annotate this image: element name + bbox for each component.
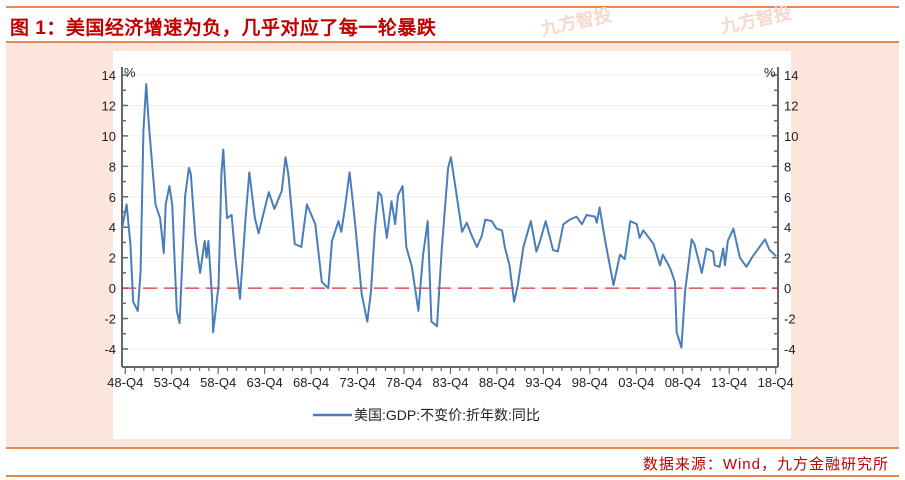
y-tick-label-right: -2 (784, 312, 796, 327)
chart-panel (113, 51, 791, 439)
y-tick-label-right: 12 (784, 98, 798, 113)
y-tick-label-left: 12 (102, 98, 116, 113)
y-tick-label-left: 4 (109, 220, 116, 235)
y-axis-unit-left: % (124, 65, 136, 80)
x-tick-label: 03-Q4 (618, 375, 654, 390)
y-tick-label-right: 0 (784, 281, 791, 296)
x-tick-label: 08-Q4 (665, 375, 701, 390)
header-bottom-rule (6, 41, 899, 43)
x-tick-label: 93-Q4 (525, 375, 561, 390)
data-source: 数据来源：Wind，九方金融研究所 (642, 456, 889, 473)
figure-title: 图 1：美国经济增速为负，几乎对应了每一轮暴跌 (10, 18, 437, 39)
x-tick-label: 18-Q4 (758, 375, 794, 390)
y-tick-label-left: 10 (102, 129, 116, 144)
y-tick-label-right: 4 (784, 220, 791, 235)
y-tick-label-right: 8 (784, 159, 791, 174)
y-tick-label-right: 2 (784, 251, 791, 266)
legend-label: 美国:GDP:不变价:折年数:同比 (354, 407, 540, 423)
y-tick-label-left: 2 (109, 251, 116, 266)
x-tick-label: 63-Q4 (247, 375, 283, 390)
x-tick-label: 88-Q4 (479, 375, 515, 390)
x-tick-label: 53-Q4 (154, 375, 190, 390)
x-tick-label: 98-Q4 (572, 375, 608, 390)
y-tick-label-right: 14 (784, 68, 798, 83)
x-tick-label: 73-Q4 (339, 375, 375, 390)
y-tick-label-left: 14 (102, 68, 116, 83)
y-tick-label-left: 6 (109, 190, 116, 205)
y-axis-unit-right: % (764, 65, 776, 80)
x-tick-label: 58-Q4 (200, 375, 236, 390)
y-tick-label-left: -2 (104, 312, 116, 327)
y-tick-label-right: 10 (784, 129, 798, 144)
y-tick-label-left: -4 (104, 342, 116, 357)
header-top-rule (6, 6, 899, 8)
x-tick-label: 83-Q4 (432, 375, 468, 390)
y-tick-label-right: 6 (784, 190, 791, 205)
x-tick-label: 78-Q4 (386, 375, 422, 390)
footer-top-rule (6, 447, 899, 449)
x-tick-label: 13-Q4 (711, 375, 747, 390)
y-tick-label-left: 8 (109, 159, 116, 174)
y-tick-label-right: -4 (784, 342, 796, 357)
x-tick-label: 68-Q4 (293, 375, 329, 390)
x-tick-label: 48-Q4 (107, 375, 143, 390)
series-line-us-gdp-yoy (121, 83, 777, 349)
footer-bottom-rule (6, 475, 899, 477)
y-tick-label-left: 0 (109, 281, 116, 296)
